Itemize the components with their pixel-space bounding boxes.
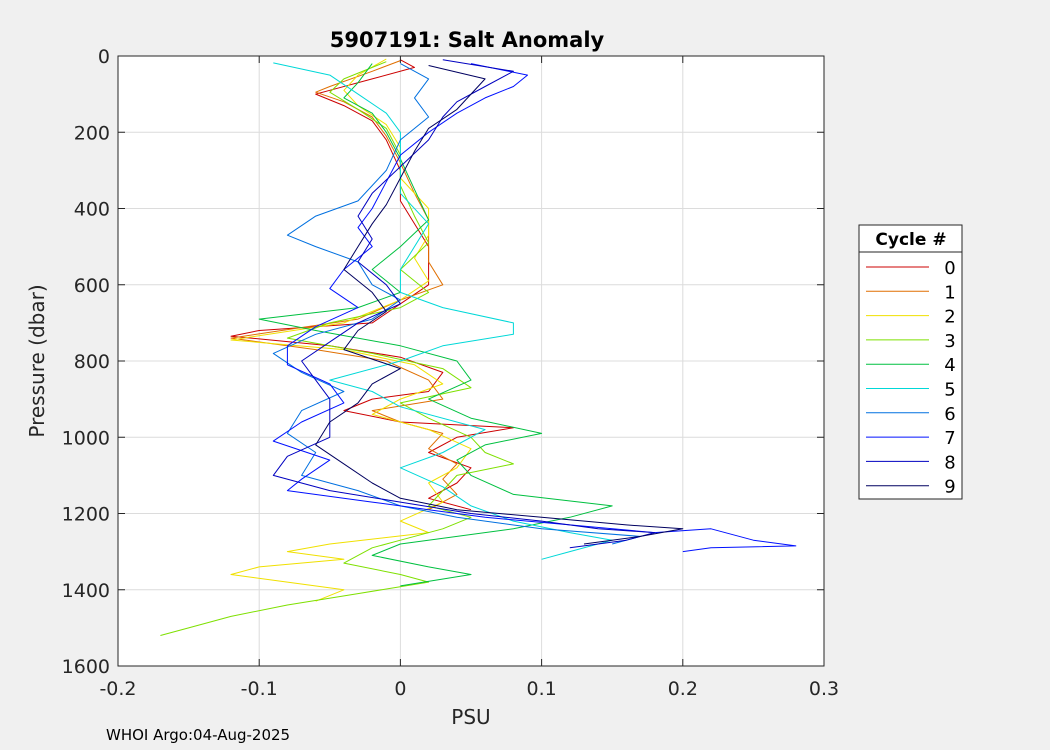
y-tick-label: 800 — [74, 351, 110, 373]
legend-label-cycle-7: 7 — [944, 428, 955, 449]
series-line-cycle-5 — [273, 62, 613, 560]
y-tick-label: 1200 — [62, 504, 110, 526]
axis-ticks: -0.2 -0.1 0 0.1 0.2 0.3 0 200 400 600 800 1000 1200 1… — [62, 46, 839, 700]
legend-box — [858, 224, 963, 500]
legend-label-cycle-4: 4 — [944, 355, 955, 376]
series-line-cycle-8 — [272, 59, 656, 549]
y-axis-label: Pressure (dbar) — [25, 284, 49, 437]
series-line-cycle-7 — [272, 63, 797, 553]
legend: Cycle # 0 1 2 3 4 5 6 7 8 9 — [858, 224, 963, 500]
x-axis-label: PSU — [451, 705, 490, 729]
y-tick-label: 0 — [98, 46, 110, 68]
y-tick-label: 200 — [74, 122, 110, 144]
legend-label-cycle-5: 5 — [944, 380, 955, 401]
y-tick-label: 1600 — [62, 656, 110, 678]
y-tick-label: 1400 — [62, 580, 110, 602]
legend-label-cycle-9: 9 — [944, 477, 955, 498]
legend-title: Cycle # — [875, 230, 946, 250]
y-tick-label: 1000 — [62, 427, 110, 449]
chart-title: 5907191: Salt Anomaly — [330, 28, 605, 52]
x-tick-label: 0.1 — [526, 678, 556, 700]
legend-label-cycle-1: 1 — [944, 282, 955, 303]
y-tick-label: 600 — [74, 275, 110, 297]
y-tick-label: 400 — [74, 199, 110, 221]
series-line-cycle-9 — [315, 65, 684, 545]
legend-label-cycle-3: 3 — [944, 331, 955, 352]
x-tick-label: 0 — [394, 678, 406, 700]
x-tick-label: 0.3 — [809, 678, 839, 700]
legend-label-cycle-8: 8 — [944, 452, 955, 473]
x-tick-label: 0.2 — [668, 678, 698, 700]
x-tick-label: -0.1 — [241, 678, 278, 700]
legend-label-cycle-6: 6 — [944, 404, 955, 425]
legend-label-cycle-0: 0 — [944, 258, 955, 279]
series-lines — [160, 58, 797, 636]
x-tick-label: -0.2 — [99, 678, 136, 700]
footer-credit: WHOI Argo:04-Aug-2025 — [106, 726, 291, 744]
legend-label-cycle-2: 2 — [944, 307, 955, 328]
